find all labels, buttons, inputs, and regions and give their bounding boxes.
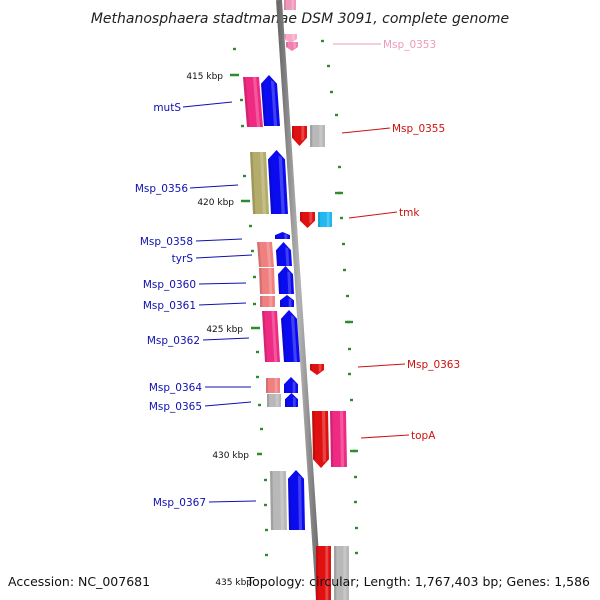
left-gene-labels: mutS Msp_0356 Msp_0358 tyrS Msp_0360 Msp… bbox=[135, 102, 206, 509]
scale-label-415: 415 kbp bbox=[186, 72, 223, 82]
gene-label-mutS[interactable]: mutS bbox=[153, 102, 181, 114]
gene-block-next-gray[interactable] bbox=[334, 546, 349, 600]
gene-label-msp-0362[interactable]: Msp_0362 bbox=[147, 335, 200, 347]
gene-label-msp-0364[interactable]: Msp_0364 bbox=[149, 382, 202, 394]
gene-block-msp-0362-pink[interactable] bbox=[262, 311, 280, 362]
gene-label-tyrS[interactable]: tyrS bbox=[172, 253, 194, 265]
gene-label-msp-0360[interactable]: Msp_0360 bbox=[143, 279, 196, 291]
topology-text: Topology: circular; Length: 1,767,403 bp… bbox=[246, 574, 590, 589]
gene-arrow-msp-0363[interactable] bbox=[310, 364, 324, 375]
scale-markers: 415 kbp 420 kbp 425 kbp 430 kbp 435 kbp bbox=[186, 72, 262, 588]
gene-block-tyrS-salmon[interactable] bbox=[257, 242, 274, 267]
gene-arrow-msp-0353[interactable] bbox=[284, 0, 296, 10]
gene-block-msp-0361-salmon[interactable] bbox=[260, 296, 275, 307]
gene-arrow-msp-0358[interactable] bbox=[275, 232, 290, 239]
gene-arrow-msp-0356[interactable] bbox=[268, 150, 288, 214]
accession-text: Accession: NC_007681 bbox=[8, 574, 150, 589]
backbone bbox=[276, 0, 322, 600]
scale-label-425: 425 kbp bbox=[206, 325, 243, 335]
gene-arrow-msp-0367[interactable] bbox=[288, 470, 305, 530]
gene-arrow-msp-0355[interactable] bbox=[292, 126, 307, 146]
gene-label-msp-0355[interactable]: Msp_0355 bbox=[392, 123, 445, 135]
gene-label-msp-0353[interactable]: Msp_0353 bbox=[383, 39, 436, 51]
gene-block-next-red[interactable] bbox=[316, 546, 331, 600]
gene-block-msp-0365-gray[interactable] bbox=[267, 394, 281, 407]
gene-arrow-msp-0365[interactable] bbox=[285, 393, 298, 407]
gene-label-msp-0356[interactable]: Msp_0356 bbox=[135, 183, 188, 195]
gene-block-msp-0367-gray[interactable] bbox=[270, 471, 287, 530]
gene-label-msp-0361[interactable]: Msp_0361 bbox=[143, 300, 196, 312]
gene-block-msp-0364-salmon[interactable] bbox=[266, 378, 280, 393]
gene-block-msp-0355-gray[interactable] bbox=[310, 125, 325, 147]
scale-label-420: 420 kbp bbox=[197, 198, 234, 208]
gene-label-msp-0365[interactable]: Msp_0365 bbox=[149, 401, 202, 413]
gene-block-mutS-pink[interactable] bbox=[243, 77, 263, 127]
gene-block-topA-pink[interactable] bbox=[330, 411, 347, 467]
gene-block-tmk-cyan[interactable] bbox=[318, 212, 332, 227]
gene-arrow-msp-0360[interactable] bbox=[278, 266, 294, 294]
scale-label-435: 435 kbp bbox=[215, 578, 252, 588]
gene-arrow-msp-0364[interactable] bbox=[284, 377, 298, 393]
label-leaders bbox=[182, 43, 410, 503]
gene-arrow-msp-0353-head-a[interactable] bbox=[284, 34, 297, 43]
gene-features bbox=[243, 0, 349, 600]
gene-arrow-msp-0361[interactable] bbox=[280, 295, 294, 307]
gene-label-topA[interactable]: topA bbox=[411, 430, 436, 442]
gene-arrow-msp-0353-head-b[interactable] bbox=[286, 42, 298, 51]
gene-arrow-mutS[interactable] bbox=[261, 75, 280, 126]
gene-label-msp-0367[interactable]: Msp_0367 bbox=[153, 497, 206, 509]
scale-label-430: 430 kbp bbox=[212, 451, 249, 461]
gene-arrow-msp-0362[interactable] bbox=[281, 310, 300, 362]
genome-title: Methanosphaera stadtmanae DSM 3091, comp… bbox=[91, 11, 509, 27]
gene-label-tmk[interactable]: tmk bbox=[399, 207, 420, 219]
position-ticks bbox=[233, 39, 358, 557]
gene-arrow-tmk[interactable] bbox=[300, 212, 315, 228]
gene-arrow-tyrS[interactable] bbox=[276, 242, 292, 266]
gene-arrow-topA[interactable] bbox=[312, 411, 329, 468]
gene-label-msp-0358[interactable]: Msp_0358 bbox=[140, 236, 193, 248]
right-gene-labels: Msp_0353 Msp_0355 tmk Msp_0363 topA bbox=[383, 39, 460, 442]
gene-label-msp-0363[interactable]: Msp_0363 bbox=[407, 359, 460, 371]
footer: Accession: NC_007681 Topology: circular;… bbox=[8, 574, 590, 589]
gene-block-msp-0356-olive[interactable] bbox=[250, 152, 269, 214]
gene-block-msp-0360-salmon[interactable] bbox=[259, 268, 275, 294]
